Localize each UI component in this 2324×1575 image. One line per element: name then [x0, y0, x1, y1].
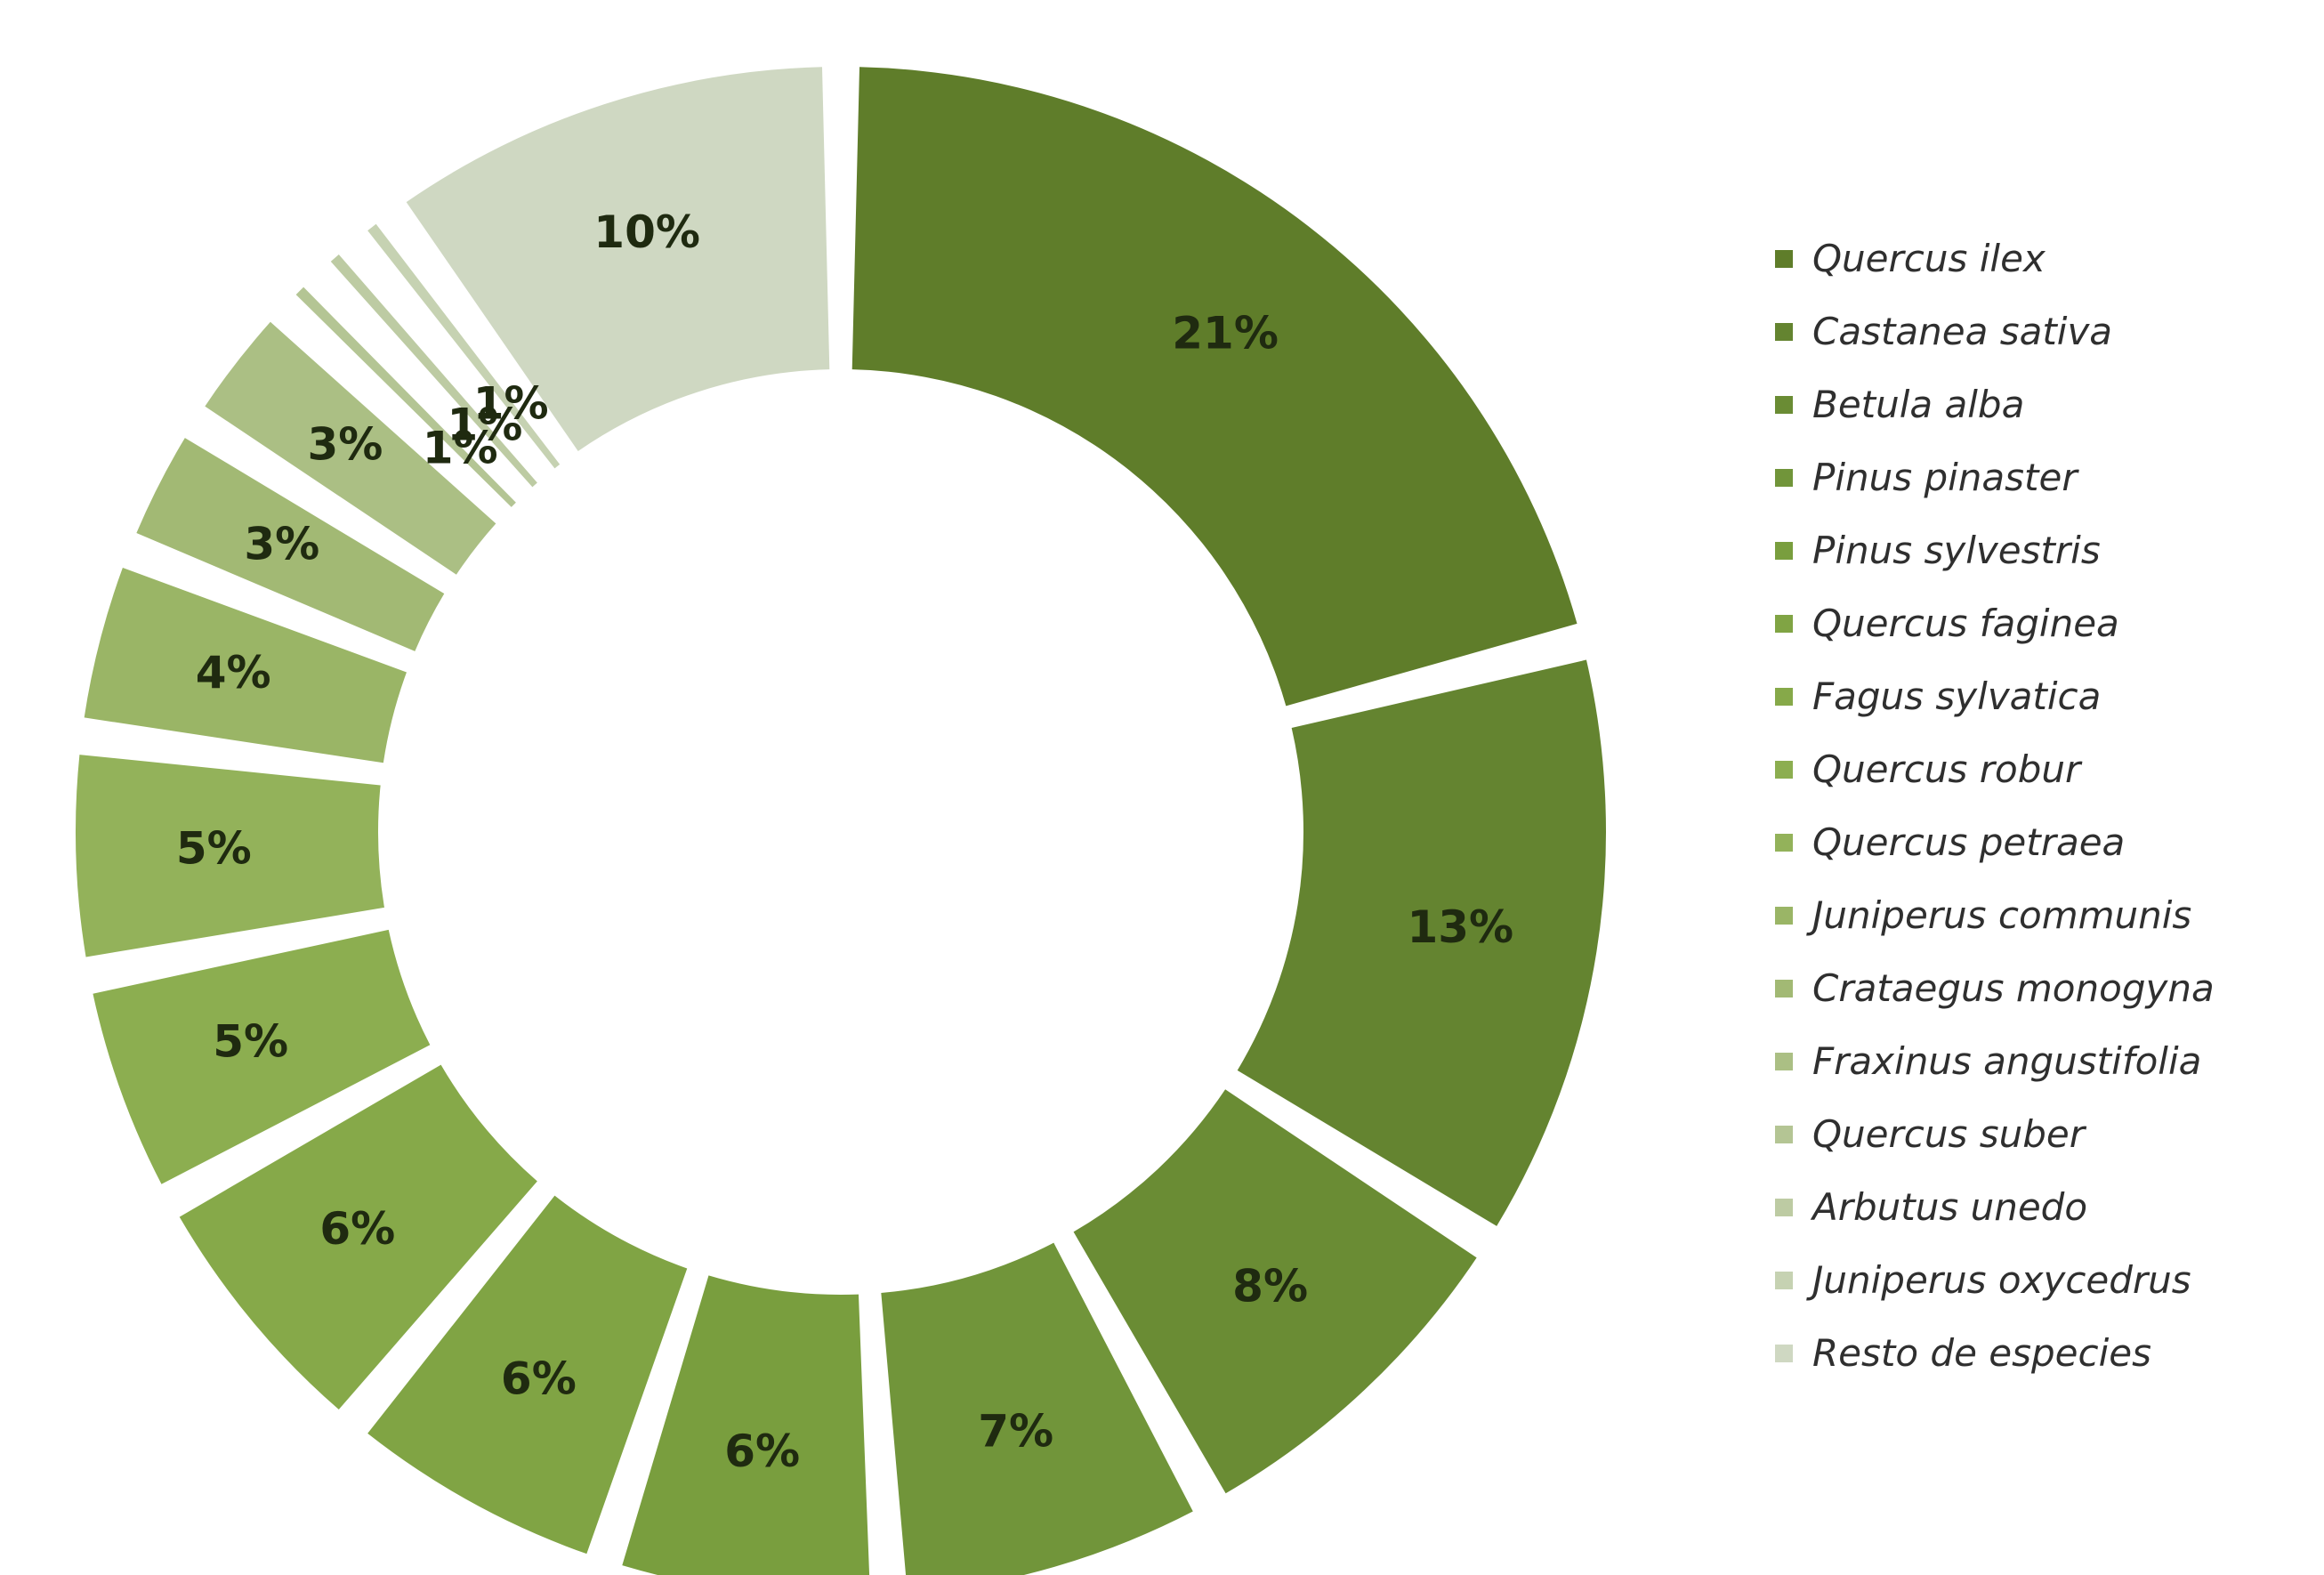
legend-swatch: [1775, 1053, 1793, 1070]
slice-label-2: 8%: [1232, 1260, 1308, 1312]
legend-label: Pinus sylvestris: [1812, 529, 2101, 572]
legend-item: Fagus sylvatica: [1775, 660, 2215, 733]
legend-label: Crataegus monogyna: [1812, 966, 2215, 1010]
legend-item: Crataegus monogyna: [1775, 952, 2215, 1025]
slice-6: [179, 1064, 537, 1410]
legend-label: Fagus sylvatica: [1812, 674, 2102, 718]
legend-item: Fraxinus angustifolia: [1775, 1025, 2215, 1098]
slice-label-7: 5%: [213, 1015, 288, 1067]
legend-label: Quercus ilex: [1812, 237, 2046, 280]
slice-12: [295, 287, 516, 507]
donut-slices: [75, 67, 1606, 1575]
legend-label: Juniperus oxycedrus: [1812, 1258, 2191, 1302]
slice-label-10: 3%: [244, 518, 319, 569]
legend-item: Arbutus unedo: [1775, 1171, 2215, 1244]
legend-swatch: [1775, 1199, 1793, 1216]
legend-label: Quercus robur: [1812, 747, 2081, 791]
legend-label: Resto de especies: [1812, 1331, 2151, 1375]
legend-item: Quercus faginea: [1775, 587, 2215, 660]
legend-swatch: [1775, 1345, 1793, 1362]
legend-label: Castanea sativa: [1812, 310, 2113, 353]
slice-label-8: 5%: [176, 823, 252, 875]
legend-swatch: [1775, 250, 1793, 268]
legend-item: Pinus sylvestris: [1775, 514, 2215, 587]
slice-14: [367, 223, 561, 469]
slice-label-1: 13%: [1407, 901, 1513, 953]
legend-item: Quercus robur: [1775, 733, 2215, 806]
legend-swatch: [1775, 980, 1793, 998]
legend-label: Betula alba: [1812, 383, 2025, 426]
legend-swatch: [1775, 1126, 1793, 1143]
slice-label-3: 7%: [978, 1406, 1053, 1458]
slice-label-9: 4%: [196, 647, 271, 699]
legend-label: Juniperus communis: [1812, 893, 2192, 937]
chart-legend: Quercus ilex Castanea sativa Betula alba Pi…: [1775, 222, 2215, 1390]
legend-label: Fraxinus angustifolia: [1812, 1039, 2202, 1083]
legend-item: Quercus petraea: [1775, 806, 2215, 879]
slice-13: [330, 254, 537, 488]
legend-label: Arbutus unedo: [1812, 1185, 2088, 1229]
legend-swatch: [1775, 834, 1793, 852]
slice-8: [75, 755, 384, 957]
slice-label-15: 10%: [593, 206, 700, 258]
slice-label-6: 6%: [319, 1203, 395, 1255]
slice-9: [84, 568, 407, 763]
slice-11: [205, 321, 496, 575]
legend-label: Pinus pinaster: [1812, 456, 2078, 499]
legend-item: Juniperus communis: [1775, 879, 2215, 952]
slice-3: [881, 1242, 1193, 1575]
slice-label-4: 6%: [724, 1426, 800, 1477]
legend-swatch: [1775, 469, 1793, 487]
slice-2: [1073, 1089, 1477, 1494]
legend-item: Juniperus oxycedrus: [1775, 1244, 2215, 1317]
legend-swatch: [1775, 323, 1793, 341]
donut-chart: 21% 13% 8% 7% 6% 6% 6% 5% 5% 4% 3% 3% 1%1%1% 10%: [75, 67, 1606, 1575]
slice-5: [367, 1195, 688, 1555]
slice-label-13: 1%: [447, 400, 522, 451]
legend-item: Quercus ilex: [1775, 222, 2215, 295]
slice-label-0: 21%: [1172, 307, 1279, 359]
legend-item: Castanea sativa: [1775, 295, 2215, 368]
legend-swatch: [1775, 688, 1793, 706]
slice-label-14: 1%: [473, 377, 549, 429]
legend-item: Pinus pinaster: [1775, 441, 2215, 514]
legend-item: Betula alba: [1775, 368, 2215, 441]
slice-label-5: 6%: [501, 1353, 577, 1404]
slice-4: [622, 1275, 870, 1575]
legend-item: Resto de especies: [1775, 1317, 2215, 1390]
slice-0: [851, 67, 1578, 707]
slice-7: [93, 929, 431, 1184]
slice-label-12: 1%: [423, 423, 498, 474]
legend-swatch: [1775, 542, 1793, 560]
slice-15: [406, 67, 830, 451]
legend-swatch: [1775, 1272, 1793, 1289]
slice-1: [1237, 659, 1606, 1226]
legend-swatch: [1775, 761, 1793, 779]
donut-labels: 21% 13% 8% 7% 6% 6% 6% 5% 5% 4% 3% 3% 1%1%1% 10%: [176, 206, 1513, 1477]
legend-swatch: [1775, 396, 1793, 414]
legend-label: Quercus petraea: [1812, 820, 2126, 864]
legend-swatch: [1775, 907, 1793, 925]
legend-item: Quercus suber: [1775, 1098, 2215, 1171]
legend-label: Quercus suber: [1812, 1112, 2085, 1156]
slice-10: [136, 438, 445, 651]
legend-swatch: [1775, 615, 1793, 633]
legend-label: Quercus faginea: [1812, 602, 2119, 645]
slice-label-11: 3%: [307, 418, 383, 470]
